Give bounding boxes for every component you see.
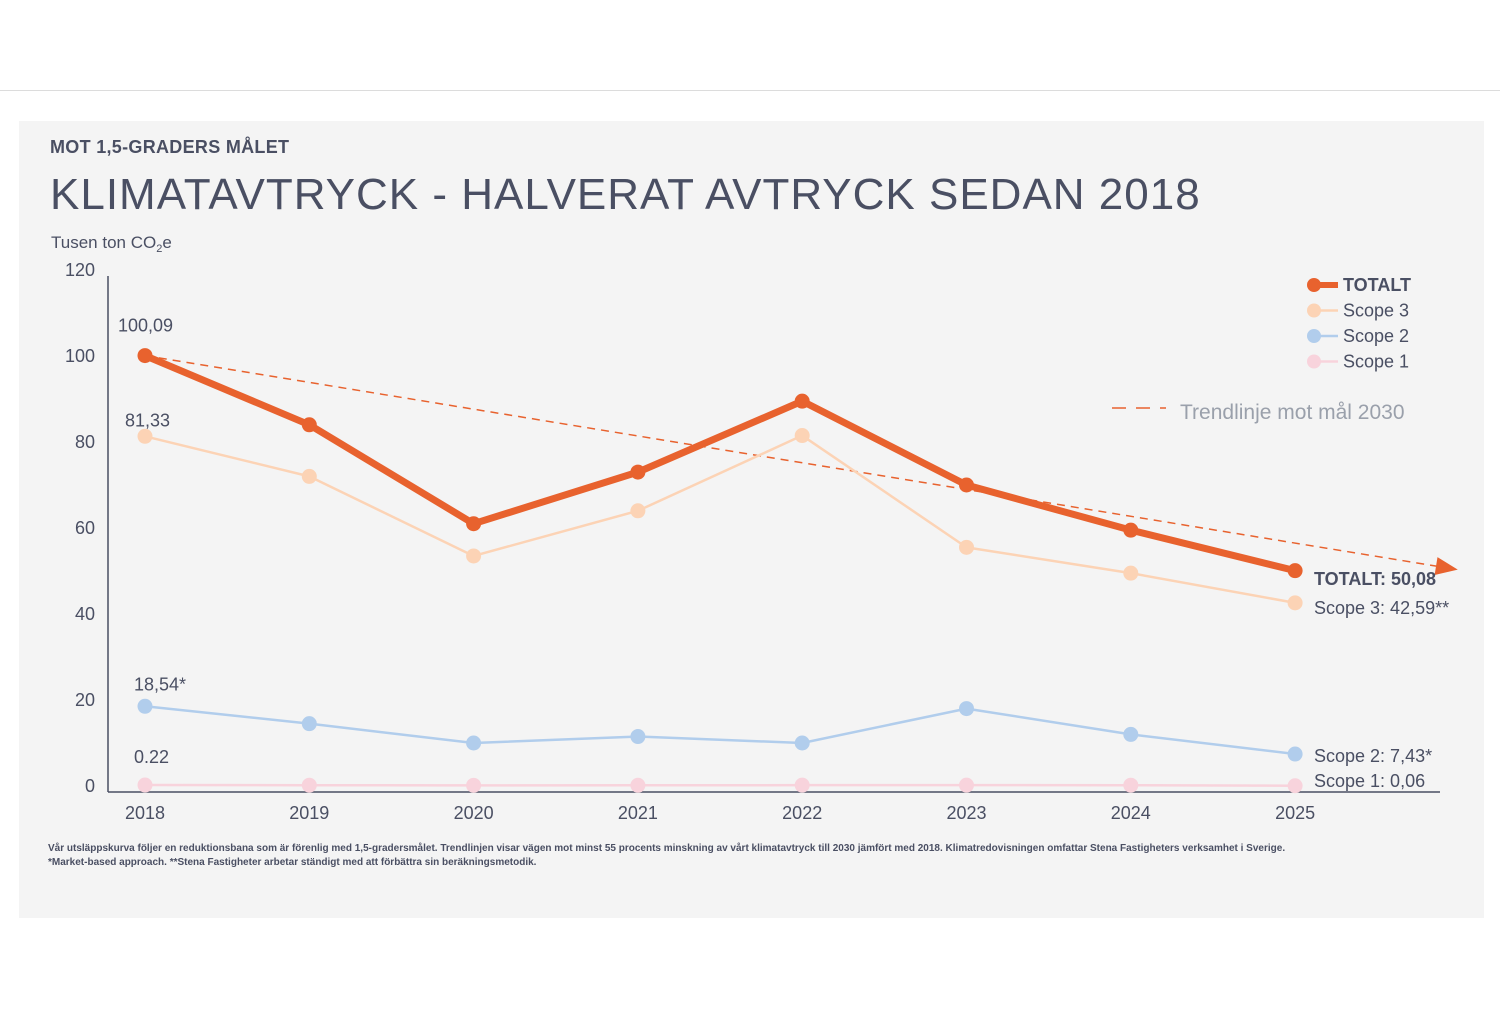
data-point-scope-3 (959, 539, 974, 555)
data-point-totalt (959, 477, 974, 493)
series-line-scope-2 (144, 705, 1296, 756)
y-tick-label: 100 (65, 346, 95, 366)
x-tick-label: 2021 (618, 803, 658, 823)
legend-label: Scope 3 (1343, 301, 1409, 321)
data-point-totalt (1287, 563, 1303, 579)
data-point-scope-1 (301, 777, 317, 793)
data-point-scope-2 (137, 698, 153, 714)
start-value-label: 18,54* (134, 674, 186, 694)
unit-suffix: e (162, 233, 172, 252)
x-tick-label: 2018 (125, 803, 165, 823)
data-point-scope-2 (466, 735, 482, 751)
data-point-scope-3 (301, 468, 317, 484)
data-point-scope-3 (630, 503, 646, 519)
series-line-scope-3 (144, 434, 1296, 605)
y-tick-label: 20 (75, 690, 95, 710)
footnote-line-2: *Market-based approach. **Stena Fastighe… (48, 857, 537, 868)
data-point-scope-2 (1123, 726, 1139, 742)
x-tick-label: 2020 (454, 803, 494, 823)
y-tick-label: 0 (85, 776, 95, 796)
end-value-label: Scope 1: 0,06 (1314, 771, 1425, 791)
data-point-scope-2 (1287, 746, 1303, 762)
data-point-scope-3 (1123, 565, 1139, 581)
x-tick-label: 2025 (1275, 803, 1315, 823)
chart-title: KLIMATAVTRYCK - HALVERAT AVTRYCK SEDAN 2… (50, 170, 1201, 219)
legend-label: Scope 2 (1343, 326, 1409, 346)
data-point-scope-1 (137, 777, 153, 793)
data-point-scope-1 (959, 777, 974, 793)
series-line-scope-1 (144, 783, 1296, 787)
y-tick-label: 40 (75, 604, 95, 624)
chart-subtitle: MOT 1,5-GRADERS MÅLET (50, 137, 290, 157)
y-axis-unit: Tusen ton CO2e (51, 233, 172, 255)
trendline-arrowhead (1434, 557, 1458, 575)
end-value-label: Scope 2: 7,43* (1314, 746, 1432, 766)
top-divider (0, 90, 1500, 91)
data-point-scope-2 (301, 716, 317, 732)
unit-subscript: 2 (156, 243, 163, 255)
data-point-scope-1 (794, 777, 810, 793)
legend-swatch-dot (1307, 303, 1321, 318)
y-tick-label: 120 (65, 260, 95, 280)
legend-swatch-dot (1307, 354, 1321, 369)
x-tick-label: 2022 (782, 803, 822, 823)
data-point-scope-3 (137, 428, 153, 444)
footnote-line-1: Vår utsläppskurva följer en reduktionsba… (48, 843, 1286, 854)
data-point-scope-1 (1287, 778, 1303, 794)
unit-prefix: Tusen ton CO (51, 233, 157, 252)
start-value-label: 81,33 (125, 410, 170, 430)
end-value-label: Scope 3: 42,59** (1314, 598, 1449, 618)
data-point-scope-3 (794, 428, 810, 444)
trendline (144, 354, 1441, 568)
y-tick-label: 80 (75, 432, 95, 452)
data-point-scope-2 (794, 735, 810, 751)
data-point-totalt (1123, 522, 1139, 538)
legend-trendline-label: Trendlinje mot mål 2030 (1180, 401, 1405, 424)
x-tick-label: 2023 (946, 803, 986, 823)
x-tick-label: 2019 (289, 803, 329, 823)
start-value-label: 100,09 (118, 316, 173, 336)
data-point-totalt (630, 464, 646, 480)
data-point-totalt (137, 348, 153, 364)
legend-label: TOTALT (1343, 275, 1411, 295)
data-point-scope-2 (630, 729, 646, 745)
data-point-scope-3 (466, 548, 482, 564)
data-point-scope-1 (630, 777, 646, 793)
data-point-scope-2 (959, 701, 974, 717)
data-point-totalt (794, 393, 810, 409)
legend-swatch-dot (1307, 329, 1321, 343)
data-point-scope-3 (1287, 595, 1303, 611)
data-point-scope-1 (1123, 777, 1139, 793)
x-tick-label: 2024 (1111, 803, 1151, 823)
data-point-totalt (301, 417, 317, 433)
data-point-scope-1 (466, 777, 482, 793)
legend-swatch-dot (1307, 278, 1321, 292)
start-value-label: 0.22 (134, 747, 169, 767)
data-point-totalt (466, 516, 482, 532)
series-line-totalt (143, 352, 1296, 575)
legend-label: Scope 1 (1343, 352, 1409, 372)
end-value-label: TOTALT: 50,08 (1314, 569, 1436, 589)
y-tick-label: 60 (75, 518, 95, 538)
footnote: Vår utsläppskurva följer en reduktionsba… (48, 842, 1448, 870)
